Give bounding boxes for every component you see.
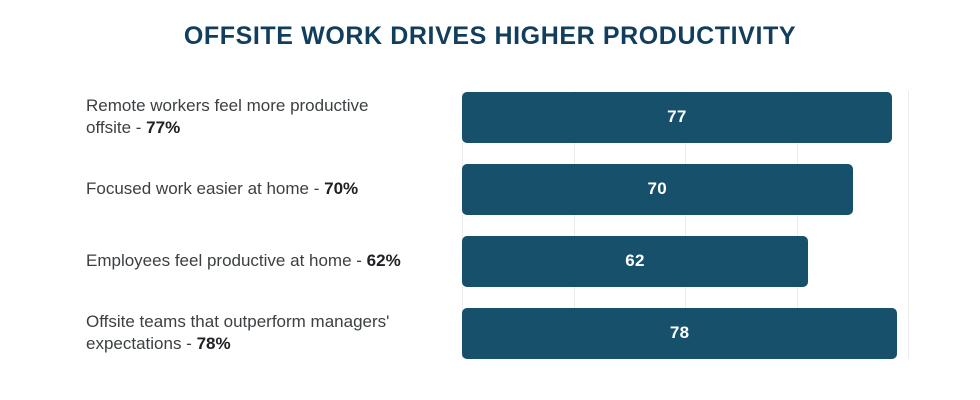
category-label-text: Employees feel productive at home -: [86, 251, 367, 270]
gridline: [685, 91, 686, 359]
bar-value-label: 62: [625, 251, 645, 270]
chart-row: Remote workers feel more productive offs…: [0, 81, 980, 153]
gridline-group: [462, 91, 940, 359]
bar-value-label: 77: [667, 107, 687, 126]
chart-row: Offsite teams that outperform managers' …: [0, 297, 980, 369]
category-label-value: 77%: [146, 118, 181, 137]
plot-area: Remote workers feel more productive offs…: [0, 81, 980, 369]
chart-row: Employees feel productive at home - 62% …: [0, 225, 980, 297]
gridline: [908, 91, 909, 359]
gridline: [462, 91, 463, 359]
bar: 77: [462, 91, 892, 143]
category-label: Focused work easier at home - 70%: [86, 178, 462, 200]
category-label-value: 70%: [324, 179, 359, 198]
category-label-value: 62%: [366, 251, 401, 270]
bar: 78: [462, 307, 898, 359]
category-label: Offsite teams that outperform managers' …: [86, 311, 462, 355]
bar-value-label: 78: [669, 323, 690, 342]
category-label-value: 78%: [196, 334, 231, 353]
category-label: Employees feel productive at home - 62%: [86, 250, 462, 272]
category-label-text: Offsite teams that outperform managers' …: [86, 312, 390, 353]
bar-value-label: 70: [647, 179, 668, 198]
category-label-text: Focused work easier at home -: [86, 179, 325, 198]
chart-row: Focused work easier at home - 70% 70: [0, 153, 980, 225]
page-title: OFFSITE WORK DRIVES HIGHER PRODUCTIVITY: [183, 22, 797, 50]
gridline: [573, 91, 575, 359]
gridline: [796, 91, 798, 359]
category-label: Remote workers feel more productive offs…: [86, 95, 462, 139]
bar: 62: [462, 235, 808, 287]
category-label-text: Remote workers feel more productive offs…: [86, 96, 369, 137]
bar: 70: [462, 163, 853, 215]
